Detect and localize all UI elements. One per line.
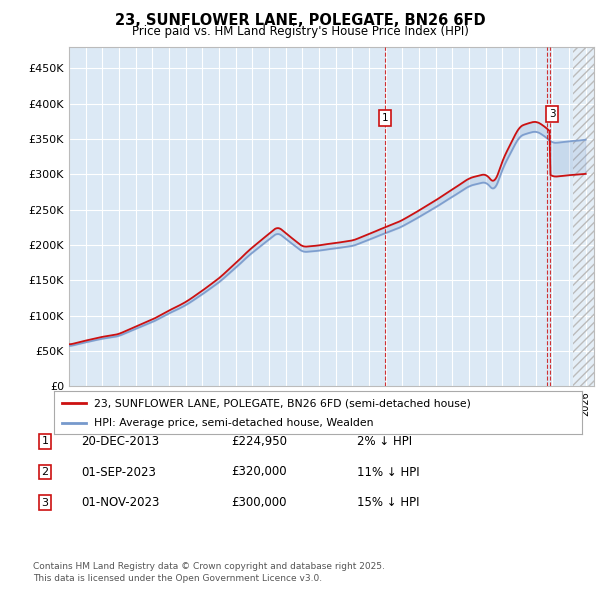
Text: 15% ↓ HPI: 15% ↓ HPI: [357, 496, 419, 509]
Text: Price paid vs. HM Land Registry's House Price Index (HPI): Price paid vs. HM Land Registry's House …: [131, 25, 469, 38]
Text: 3: 3: [41, 498, 49, 507]
Text: £300,000: £300,000: [231, 496, 287, 509]
Text: 2% ↓ HPI: 2% ↓ HPI: [357, 435, 412, 448]
Text: £224,950: £224,950: [231, 435, 287, 448]
Text: 23, SUNFLOWER LANE, POLEGATE, BN26 6FD: 23, SUNFLOWER LANE, POLEGATE, BN26 6FD: [115, 13, 485, 28]
Text: 20-DEC-2013: 20-DEC-2013: [81, 435, 159, 448]
Text: 2: 2: [41, 467, 49, 477]
Text: Contains HM Land Registry data © Crown copyright and database right 2025.
This d: Contains HM Land Registry data © Crown c…: [33, 562, 385, 583]
Bar: [573, 47, 594, 386]
Text: HPI: Average price, semi-detached house, Wealden: HPI: Average price, semi-detached house,…: [94, 418, 373, 428]
Text: 11% ↓ HPI: 11% ↓ HPI: [357, 466, 419, 478]
Text: 1: 1: [41, 437, 49, 446]
Text: 1: 1: [382, 113, 388, 123]
Text: 3: 3: [549, 109, 556, 119]
Text: 01-SEP-2023: 01-SEP-2023: [81, 466, 156, 478]
Text: £320,000: £320,000: [231, 466, 287, 478]
Text: 23, SUNFLOWER LANE, POLEGATE, BN26 6FD (semi-detached house): 23, SUNFLOWER LANE, POLEGATE, BN26 6FD (…: [94, 398, 470, 408]
Bar: [573, 47, 594, 386]
Text: 01-NOV-2023: 01-NOV-2023: [81, 496, 160, 509]
